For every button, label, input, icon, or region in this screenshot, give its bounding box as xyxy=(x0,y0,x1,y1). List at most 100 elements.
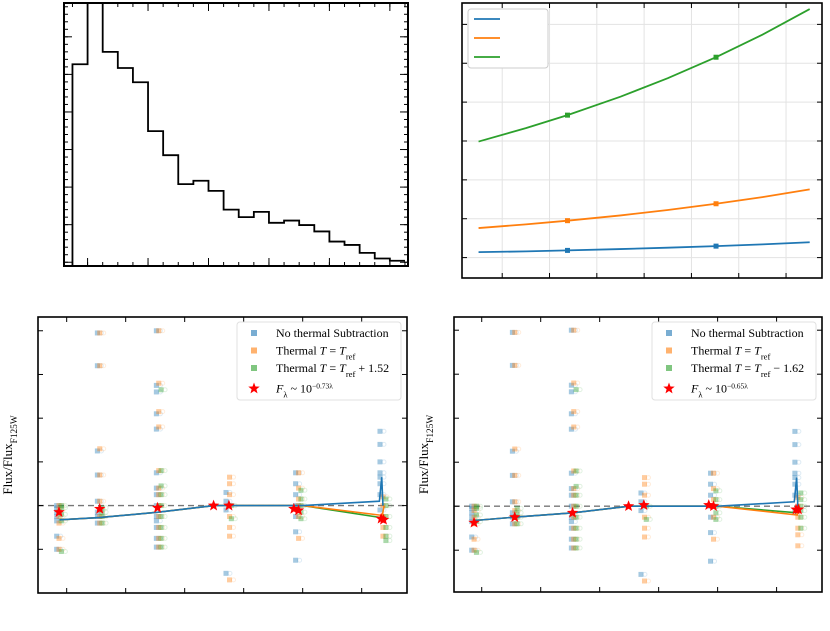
label-segment: No thermal Subtraction xyxy=(691,326,804,340)
scatter-point xyxy=(156,535,162,541)
faint-point xyxy=(302,516,308,522)
faint-point xyxy=(227,570,233,576)
scatter-point xyxy=(710,514,716,520)
scatter-point xyxy=(97,446,103,452)
scatter-point xyxy=(158,387,164,393)
scatter-point xyxy=(509,499,515,505)
faint-point xyxy=(799,494,805,500)
scatter-point xyxy=(710,470,716,476)
scatter-point xyxy=(792,459,798,465)
scatter-point xyxy=(97,363,103,369)
scatter-point xyxy=(227,474,233,480)
scatter-point xyxy=(158,544,164,550)
faint-point xyxy=(160,492,166,498)
faint-point xyxy=(572,470,578,476)
faint-point xyxy=(384,494,390,500)
legend-square-marker xyxy=(251,365,257,371)
scatter-point xyxy=(512,508,518,514)
scatter-point xyxy=(54,533,60,539)
star-marker xyxy=(792,503,805,515)
faint-point xyxy=(572,382,578,388)
faint-point xyxy=(712,470,718,476)
star-marker xyxy=(707,500,720,512)
faint-point xyxy=(387,524,393,530)
faint-point xyxy=(98,472,104,478)
plot-area xyxy=(38,328,407,583)
scatter-point xyxy=(641,514,647,520)
star-marker xyxy=(53,506,65,517)
faint-point xyxy=(101,498,107,504)
faint-point xyxy=(157,544,163,550)
faint-point xyxy=(577,525,583,531)
scatter-point xyxy=(153,470,159,476)
scatter-point xyxy=(377,470,383,476)
scatter-point xyxy=(568,411,574,417)
faint-point xyxy=(297,529,303,535)
scatter-point xyxy=(153,382,159,388)
faint-point xyxy=(717,497,723,503)
label-segment: Thermal xyxy=(691,344,735,358)
faint-point xyxy=(475,514,481,520)
scatter-point xyxy=(223,489,229,495)
faint-point xyxy=(300,470,306,476)
faint-point xyxy=(572,327,578,333)
scatter-point xyxy=(377,428,383,434)
scatter-point xyxy=(377,481,383,487)
label-segment: ~ 10 xyxy=(703,382,728,396)
label-segment: Thermal xyxy=(691,361,735,375)
scatter-point xyxy=(227,514,233,520)
plot-area xyxy=(71,3,405,266)
faint-point xyxy=(802,497,808,503)
faint-point xyxy=(302,509,308,515)
faint-point xyxy=(157,524,163,530)
scatter-point xyxy=(512,521,518,527)
faint-point xyxy=(297,514,303,520)
faint-point xyxy=(60,535,66,541)
faint-point xyxy=(160,544,166,550)
label-segment: −0.65λ xyxy=(727,381,748,390)
scatter-point xyxy=(469,534,475,540)
label-segment: −0.73λ xyxy=(312,381,333,390)
scatter-point xyxy=(568,525,574,531)
faint-point xyxy=(60,546,66,552)
faint-point xyxy=(475,508,481,514)
faint-point xyxy=(712,481,718,487)
faint-point xyxy=(58,503,64,509)
faint-point xyxy=(802,503,808,509)
scatter-point xyxy=(641,525,647,531)
scatter-point xyxy=(573,545,579,551)
faint-point xyxy=(62,511,68,517)
faint-point xyxy=(575,545,581,551)
faint-point xyxy=(712,514,718,520)
legend xyxy=(467,8,549,69)
annotation-marker xyxy=(564,247,570,253)
scatter-point xyxy=(94,520,100,526)
scatter-point xyxy=(383,514,389,520)
histogram-bar xyxy=(254,212,269,266)
faint-point xyxy=(575,327,581,333)
faint-point xyxy=(645,578,651,584)
faint-point xyxy=(157,382,163,388)
axes-frame xyxy=(37,316,408,594)
histogram-bar xyxy=(178,184,193,266)
scatter-point xyxy=(509,448,515,454)
faint-point xyxy=(381,428,387,434)
legend-square-marker xyxy=(251,330,257,336)
faint-point xyxy=(101,520,107,526)
scatter-point xyxy=(296,485,302,491)
faint-point xyxy=(162,503,168,509)
faint-point xyxy=(162,483,168,489)
faint-point xyxy=(712,530,718,536)
legend-label: Fλ ~ 10−0.65λ xyxy=(690,381,748,400)
faint-point xyxy=(513,499,519,505)
faint-point xyxy=(572,411,578,417)
faint-point xyxy=(157,492,163,498)
label-segment: T xyxy=(320,361,328,375)
scatter-point xyxy=(56,514,62,520)
label-segment: = xyxy=(326,344,339,358)
faint-point xyxy=(477,549,483,555)
star-marker xyxy=(566,506,579,518)
legend-box xyxy=(467,8,549,69)
scatter-point xyxy=(568,470,574,476)
legend-star-marker xyxy=(663,382,675,394)
